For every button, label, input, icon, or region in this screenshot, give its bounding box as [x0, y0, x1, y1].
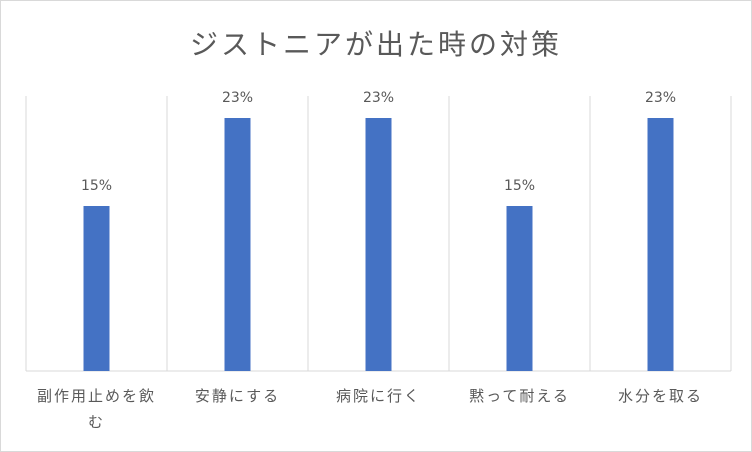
chart-title: ジストニアが出た時の対策: [189, 28, 562, 61]
data-label: 23%: [363, 90, 394, 106]
category-label: 病院に行く: [336, 387, 421, 405]
data-label: 15%: [504, 178, 535, 194]
category-label: む: [88, 413, 105, 431]
bar: [506, 206, 533, 371]
category-label: 黙って耐える: [469, 387, 570, 405]
bar: [83, 206, 110, 371]
category-label: 副作用止めを飲: [37, 387, 156, 405]
bar: [647, 118, 674, 371]
data-label: 15%: [81, 178, 112, 194]
category-label: 水分を取る: [618, 387, 703, 405]
category-label: 安静にする: [195, 387, 280, 405]
data-label: 23%: [645, 90, 676, 106]
bar: [365, 118, 392, 371]
bar: [224, 118, 251, 371]
data-label: 23%: [222, 90, 253, 106]
